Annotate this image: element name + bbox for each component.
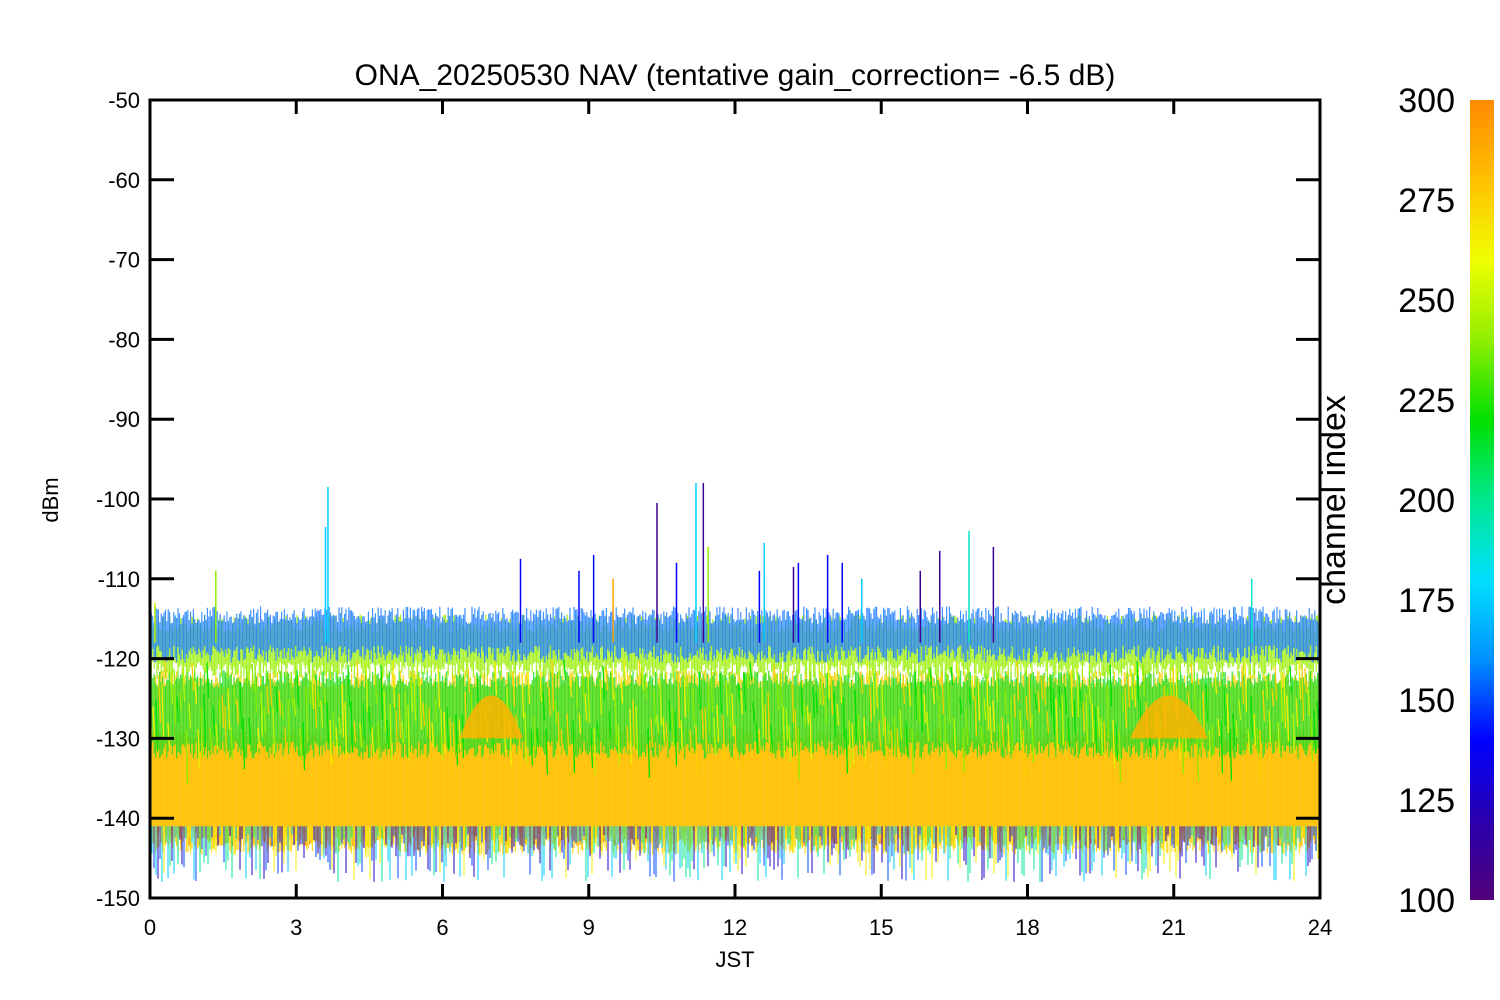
x-tick-label: 0 bbox=[144, 915, 156, 940]
chart-title: ONA_20250530 NAV (tentative gain_correct… bbox=[355, 59, 1116, 92]
y-tick-label: -80 bbox=[108, 327, 140, 352]
colorbar-tick-label: 275 bbox=[1398, 182, 1455, 220]
colorbar-tick-label: 300 bbox=[1398, 82, 1455, 120]
band-fragments bbox=[150, 658, 1320, 785]
y-tick-label: -100 bbox=[96, 487, 140, 512]
colorbar-tick-label: 225 bbox=[1398, 382, 1455, 420]
x-tick-label: 18 bbox=[1015, 915, 1039, 940]
x-tick-label: 9 bbox=[583, 915, 595, 940]
colorbar-gradient bbox=[1470, 100, 1494, 900]
fringe-channel-125 bbox=[157, 826, 1311, 882]
lower-fringe bbox=[150, 826, 1320, 882]
colorbar-label: channel index bbox=[1315, 395, 1353, 605]
fragment-channel-275 bbox=[158, 658, 1320, 785]
x-tick-label: 24 bbox=[1308, 915, 1332, 940]
y-axis-label: dBm bbox=[38, 477, 63, 522]
colorbar-tick-label: 150 bbox=[1398, 682, 1455, 720]
x-axis-label: JST bbox=[715, 947, 754, 972]
colorbar-tick-label: 250 bbox=[1398, 282, 1455, 320]
fringe-channel-175 bbox=[151, 826, 1307, 882]
colorbar-tick-label: 200 bbox=[1398, 482, 1455, 520]
y-tick-label: -70 bbox=[108, 248, 140, 273]
fringe-channel-150 bbox=[150, 826, 1317, 882]
hump-1 bbox=[459, 695, 523, 739]
y-tick-label: -60 bbox=[108, 168, 140, 193]
x-tick-label: 21 bbox=[1162, 915, 1186, 940]
fringe-channel-200 bbox=[165, 826, 1297, 882]
x-tick-label: 6 bbox=[436, 915, 448, 940]
y-tick-label: -120 bbox=[96, 647, 140, 672]
y-tick-label: -50 bbox=[108, 88, 140, 113]
colorbar-tick-label: 125 bbox=[1398, 782, 1455, 820]
x-tick-label: 3 bbox=[290, 915, 302, 940]
colorbar-tick-label: 100 bbox=[1398, 882, 1455, 920]
hump-2 bbox=[1129, 695, 1208, 739]
x-tick-label: 15 bbox=[869, 915, 893, 940]
band-150 bbox=[150, 606, 1320, 663]
axis-ticks: 0 3 6 9 12 15 18 21 24 -50 -60 -70 -80 -90 -100 -110 -12… bbox=[96, 88, 1332, 940]
band-150-strokes bbox=[150, 606, 1320, 663]
y-tick-label: -130 bbox=[96, 726, 140, 751]
plot-area bbox=[150, 483, 1320, 882]
fragment-channel-250 bbox=[170, 659, 1311, 775]
y-tick-label: -140 bbox=[96, 806, 140, 831]
x-tick-label: 12 bbox=[723, 915, 747, 940]
y-tick-label: -110 bbox=[98, 567, 140, 592]
fringe-channel-265 bbox=[163, 826, 1320, 881]
colorbar-tick-label: 175 bbox=[1398, 582, 1455, 620]
y-tick-label: -90 bbox=[108, 407, 140, 432]
y-tick-label: -150 bbox=[96, 886, 140, 911]
colorbar: 300 275 250 225 200 175 150 125 100 bbox=[1398, 82, 1494, 920]
